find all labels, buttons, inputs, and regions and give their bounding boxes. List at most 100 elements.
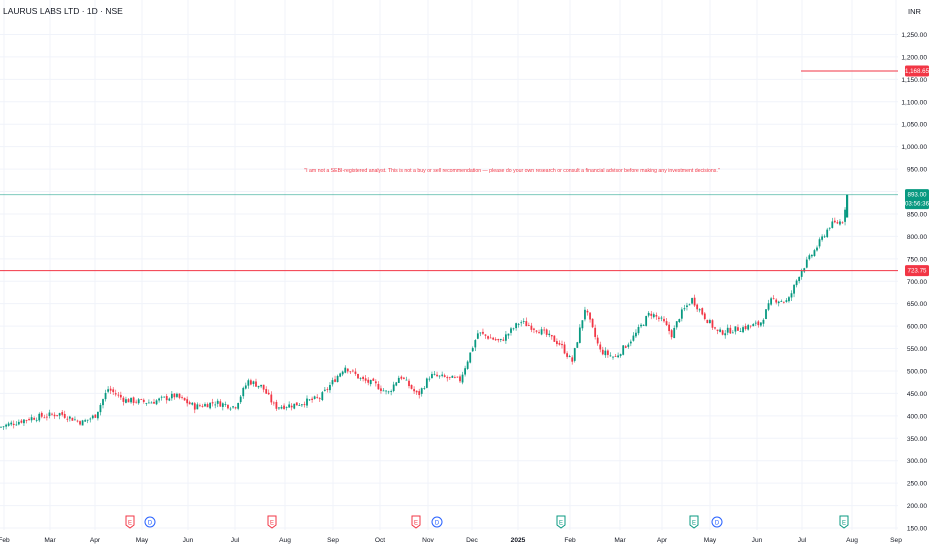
candle-body[interactable]	[431, 374, 433, 379]
candle-body[interactable]	[405, 379, 408, 381]
candle-body[interactable]	[512, 328, 515, 330]
candle-body[interactable]	[46, 416, 48, 418]
candle-body[interactable]	[438, 375, 441, 377]
candle-body[interactable]	[808, 255, 811, 260]
candle-body[interactable]	[527, 324, 530, 326]
candle-body[interactable]	[545, 329, 548, 335]
candle-body[interactable]	[7, 423, 10, 426]
candle-body[interactable]	[505, 334, 507, 341]
candle-body[interactable]	[828, 227, 831, 229]
candle-body[interactable]	[168, 398, 171, 401]
candle-body[interactable]	[805, 259, 808, 268]
dividend-icon[interactable]	[431, 516, 443, 528]
candle-body[interactable]	[818, 239, 821, 247]
candle-body[interactable]	[441, 374, 444, 376]
candle-body[interactable]	[614, 356, 617, 357]
candle-body[interactable]	[311, 398, 313, 400]
candle-body[interactable]	[652, 314, 655, 318]
candle-body[interactable]	[374, 381, 377, 384]
candle-body[interactable]	[775, 299, 778, 303]
candle-body[interactable]	[619, 354, 622, 356]
candle-body[interactable]	[831, 221, 834, 228]
candle-body[interactable]	[364, 378, 367, 381]
candle-body[interactable]	[216, 400, 219, 404]
candle-body[interactable]	[206, 404, 209, 408]
candle-body[interactable]	[262, 384, 265, 390]
candle-body[interactable]	[247, 380, 250, 386]
candle-body[interactable]	[752, 324, 755, 327]
candle-body[interactable]	[160, 396, 163, 398]
candle-body[interactable]	[408, 380, 410, 387]
candle-body[interactable]	[823, 236, 826, 238]
candle-body[interactable]	[397, 377, 400, 383]
candle-body[interactable]	[785, 300, 788, 302]
candle-body[interactable]	[795, 280, 798, 286]
candle-body[interactable]	[255, 381, 257, 387]
candle-body[interactable]	[561, 343, 563, 346]
candle-body[interactable]	[714, 327, 716, 329]
candle-body[interactable]	[86, 419, 89, 421]
candle-body[interactable]	[693, 297, 696, 306]
candle-body[interactable]	[456, 376, 459, 378]
candle-body[interactable]	[571, 357, 574, 362]
candle-body[interactable]	[301, 404, 303, 406]
candle-body[interactable]	[97, 411, 99, 419]
candle-body[interactable]	[609, 355, 612, 357]
candle-body[interactable]	[701, 308, 704, 315]
candle-body[interactable]	[576, 342, 579, 348]
candle-body[interactable]	[377, 384, 380, 390]
candle-body[interactable]	[739, 331, 742, 332]
candle-body[interactable]	[380, 388, 382, 391]
candle-body[interactable]	[48, 412, 51, 417]
candle-body[interactable]	[841, 222, 844, 224]
candle-body[interactable]	[94, 414, 97, 418]
candle-body[interactable]	[293, 403, 296, 409]
candle-body[interactable]	[295, 402, 298, 406]
candle-body[interactable]	[833, 220, 836, 223]
candle-body[interactable]	[339, 373, 342, 377]
candle-body[interactable]	[211, 402, 214, 404]
candle-body[interactable]	[224, 404, 227, 405]
candle-body[interactable]	[137, 399, 140, 404]
candle-body[interactable]	[617, 355, 619, 358]
candle-body[interactable]	[635, 332, 637, 337]
candle-body[interactable]	[836, 222, 839, 224]
candle-body[interactable]	[599, 344, 602, 350]
candle-body[interactable]	[803, 268, 806, 272]
candle-body[interactable]	[566, 353, 568, 357]
candle-body[interactable]	[811, 254, 813, 257]
candle-body[interactable]	[313, 396, 316, 399]
candle-body[interactable]	[709, 320, 711, 324]
candle-body[interactable]	[729, 327, 732, 334]
candle-body[interactable]	[517, 323, 520, 325]
candle-body[interactable]	[550, 334, 553, 337]
candle-body[interactable]	[839, 221, 841, 225]
candle-body[interactable]	[433, 373, 436, 375]
candle-body[interactable]	[326, 389, 329, 390]
candle-body[interactable]	[515, 323, 517, 329]
candle-body[interactable]	[153, 401, 155, 404]
candle-body[interactable]	[119, 394, 122, 398]
candle-body[interactable]	[596, 337, 599, 344]
candle-body[interactable]	[568, 356, 571, 357]
candle-body[interactable]	[403, 377, 405, 379]
candle-body[interactable]	[757, 321, 760, 326]
candle-body[interactable]	[665, 321, 668, 326]
candle-body[interactable]	[788, 297, 790, 302]
candle-body[interactable]	[0, 426, 2, 428]
candle-body[interactable]	[594, 327, 597, 337]
candle-body[interactable]	[107, 389, 109, 392]
candle-body[interactable]	[229, 408, 232, 410]
candle-body[interactable]	[538, 332, 540, 334]
candle-body[interactable]	[474, 340, 477, 348]
candle-body[interactable]	[260, 384, 262, 387]
candle-body[interactable]	[81, 420, 84, 426]
candle-body[interactable]	[591, 318, 594, 328]
candle-body[interactable]	[283, 405, 285, 409]
candle-body[interactable]	[196, 404, 199, 410]
candle-body[interactable]	[678, 319, 681, 322]
candle-body[interactable]	[724, 333, 727, 336]
candle-body[interactable]	[392, 384, 395, 392]
candle-body[interactable]	[150, 402, 153, 404]
